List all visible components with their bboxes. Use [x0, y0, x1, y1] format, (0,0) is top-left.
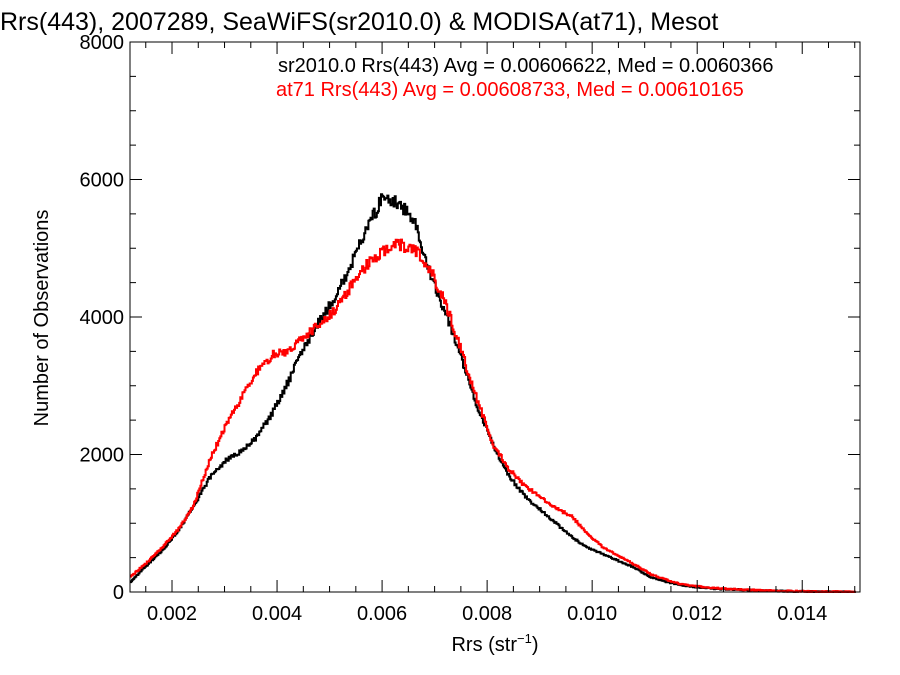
legend-entry-black: sr2010.0 Rrs(443) Avg = 0.00606622, Med … [278, 55, 774, 77]
x-tick-label: 0.010 [567, 603, 617, 625]
chart-title: Rrs(443), 2007289, SeaWiFS(sr2010.0) & M… [0, 8, 718, 36]
x-tick-label: 0.008 [462, 603, 512, 625]
plot-frame [129, 41, 861, 593]
x-axis-title-end: ) [532, 634, 539, 656]
axes-layer: 0.002 0.004 0.006 0.008 0.010 0.012 0.014 0 2000… [80, 32, 861, 625]
x-tick-label: 0.014 [777, 603, 827, 625]
x-tick-label: 0.006 [357, 603, 407, 625]
x-axis-title-sup: −1 [517, 631, 532, 646]
y-tick-label: 4000 [80, 307, 125, 329]
series-line-black [130, 193, 856, 593]
y-axis-title: Number of Observations [31, 210, 53, 427]
x-tick-label: 0.002 [147, 603, 197, 625]
x-tick-label: 0.004 [252, 603, 302, 625]
y-tick-label: 8000 [80, 32, 125, 54]
y-tick-label: 0 [113, 582, 124, 604]
x-tick-label: 0.012 [672, 603, 722, 625]
x-axis-title: Rrs (str−1) [451, 631, 538, 656]
x-axis-title-main: Rrs (str [451, 634, 517, 656]
y-tick-label: 6000 [80, 170, 125, 192]
series-line-red [130, 238, 856, 593]
legend-entry-red: at71 Rrs(443) Avg = 0.00608733, Med = 0.… [276, 79, 744, 101]
series-layer [130, 193, 856, 593]
y-tick-label: 2000 [80, 445, 125, 467]
